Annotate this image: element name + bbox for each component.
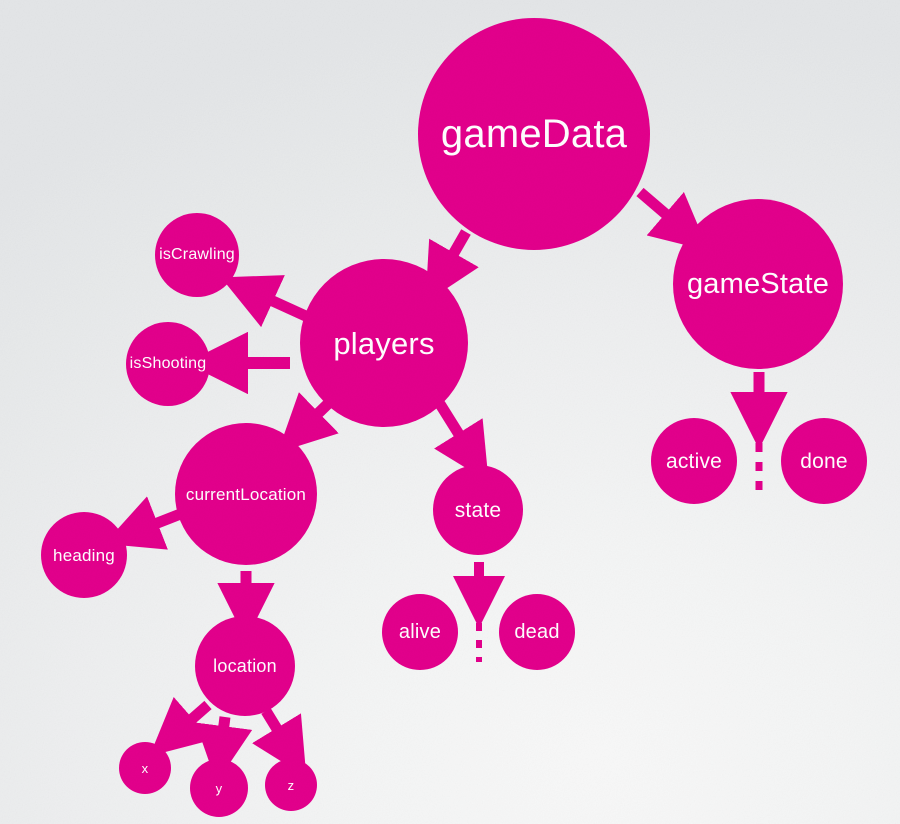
node-x[interactable]: x — [119, 742, 171, 794]
node-state[interactable]: state — [433, 465, 523, 555]
node-y[interactable]: y — [190, 759, 248, 817]
edge-gameData-players — [425, 229, 479, 303]
node-players[interactable]: players — [300, 259, 468, 427]
node-label-heading: heading — [53, 545, 115, 565]
edge-location-x — [149, 696, 212, 757]
node-label-dead: dead — [514, 621, 560, 643]
node-heading[interactable]: heading — [41, 512, 127, 598]
node-label-y: y — [215, 780, 223, 796]
node-isShooting[interactable]: isShooting — [126, 322, 210, 406]
edge-currentLocation-heading — [104, 496, 186, 550]
node-gameData[interactable]: gameData — [418, 18, 650, 250]
node-isCrawling[interactable]: isCrawling — [155, 213, 239, 297]
node-currentLocation[interactable]: currentLocation — [175, 423, 317, 565]
node-label-alive: alive — [398, 621, 442, 643]
node-location[interactable]: location — [195, 616, 295, 716]
edge-gameData-gameState — [636, 187, 709, 251]
node-label-currentLocation: currentLocation — [185, 484, 307, 504]
edge-players-isCrawling — [220, 275, 313, 328]
node-label-done: done — [800, 449, 848, 473]
node-done[interactable]: done — [781, 418, 867, 504]
node-alive[interactable]: alive — [382, 594, 458, 670]
node-active[interactable]: active — [651, 418, 737, 504]
node-label-gameState: gameState — [686, 267, 830, 300]
node-z[interactable]: z — [265, 759, 317, 811]
node-dead[interactable]: dead — [499, 594, 575, 670]
node-label-location: location — [213, 656, 277, 676]
node-label-isShooting: isShooting — [129, 355, 207, 372]
node-label-x: x — [141, 760, 149, 776]
node-label-active: active — [665, 449, 723, 473]
edge-players-state — [434, 401, 489, 482]
node-label-state: state — [454, 498, 502, 522]
edge-location-z — [252, 708, 307, 778]
node-gameState[interactable]: gameState — [673, 199, 843, 369]
edge-location-y — [195, 716, 253, 783]
node-label-players: players — [333, 325, 435, 361]
node-label-gameData: gameData — [440, 112, 628, 156]
node-label-isCrawling: isCrawling — [159, 246, 235, 263]
node-label-z: z — [287, 777, 295, 793]
